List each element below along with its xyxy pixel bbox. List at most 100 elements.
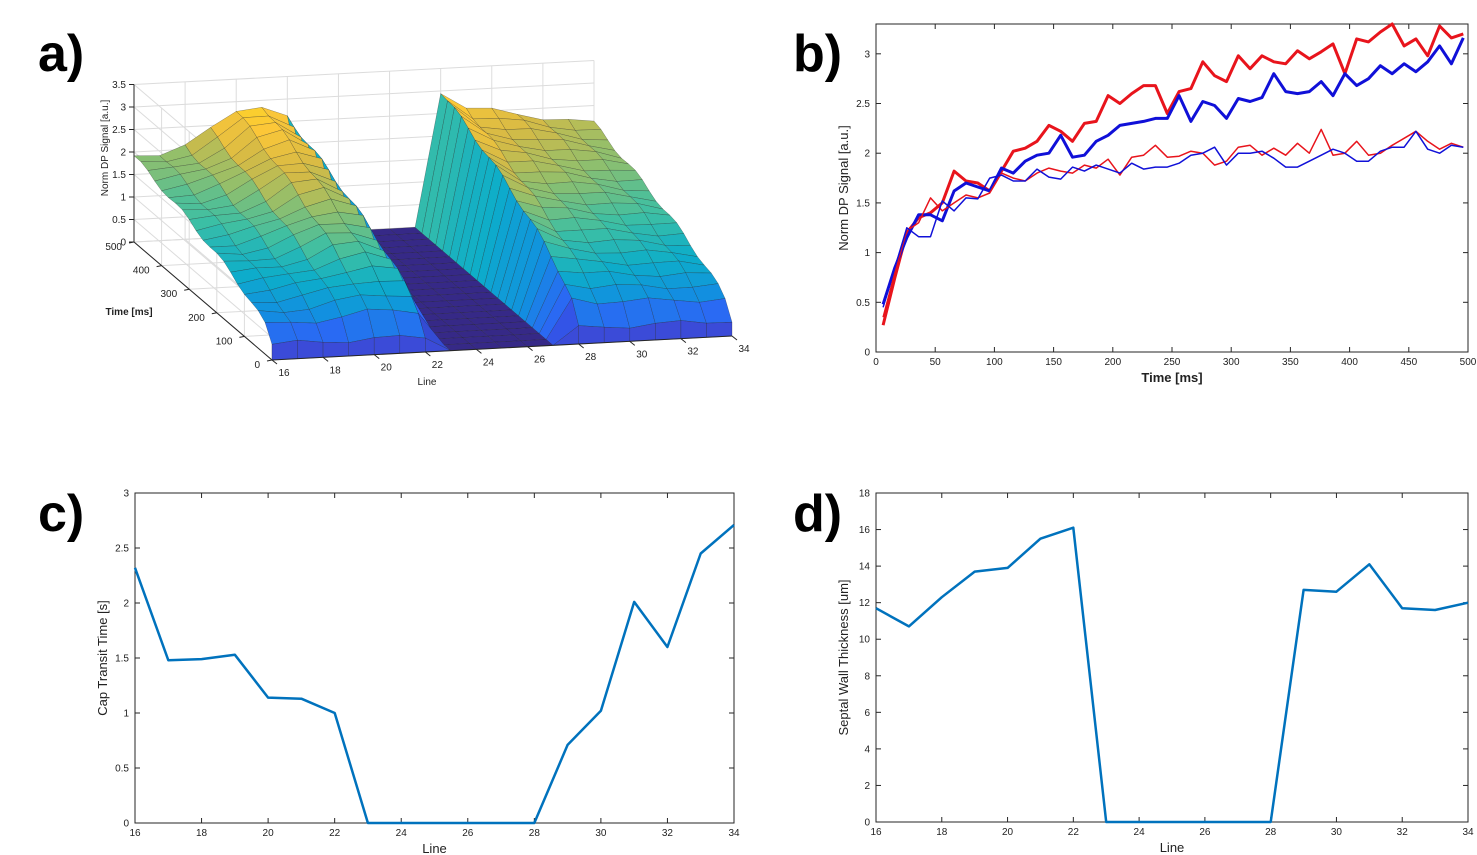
surface-front-face <box>578 325 605 345</box>
x-tick-label: 28 <box>585 352 597 363</box>
y-tick-label: 500 <box>105 242 122 253</box>
y-tick-mark <box>266 359 273 362</box>
x-axis-label: Time [ms] <box>1141 370 1202 385</box>
x-tick-label: 400 <box>1341 357 1358 368</box>
z-tick-label: 3 <box>120 103 126 114</box>
x-tick-label: 16 <box>129 828 141 839</box>
y-tick-mark <box>211 312 217 315</box>
panel-label-d: d) <box>793 485 843 543</box>
y-axis-label: Septal Wall Thickness [um] <box>836 579 851 735</box>
y-tick-label: 3 <box>864 49 870 60</box>
z-axis-label: Norm DP Signal [a.u.] <box>100 100 111 197</box>
x-tick-label: 30 <box>636 349 648 360</box>
y-axis-line <box>133 241 273 361</box>
x-tick-label: 20 <box>1002 827 1014 838</box>
x-tick-label: 20 <box>263 828 275 839</box>
x-tick-label: 250 <box>1164 357 1181 368</box>
series-line-blue-thick <box>881 37 1465 305</box>
y-tick-label: 1 <box>864 248 870 259</box>
x-tick-label: 20 <box>381 363 393 374</box>
x-tick-label: 200 <box>1104 357 1121 368</box>
x-tick-label: 28 <box>529 828 541 839</box>
series-line-blue-thin <box>882 130 1464 308</box>
y-tick-label: 0 <box>864 348 870 359</box>
x-tick-label: 22 <box>1068 827 1080 838</box>
surface-front-face <box>655 320 682 341</box>
x-axis-label: Line <box>422 841 447 855</box>
y-tick-mark <box>184 288 190 291</box>
y-tick-label: 16 <box>859 525 871 536</box>
y-tick-label: 2.5 <box>856 99 870 110</box>
x-tick-label: 24 <box>483 357 495 368</box>
x-tick-label: 22 <box>432 360 444 371</box>
y-tick-label: 0.5 <box>856 298 870 309</box>
x-axis-label: Line <box>1160 840 1185 855</box>
y-tick-label: 0.5 <box>115 764 129 775</box>
x-tick-label: 24 <box>396 828 408 839</box>
x-tick-mark <box>629 340 636 346</box>
surface-front-face <box>322 342 349 358</box>
y-tick-label: 18 <box>859 489 871 500</box>
surface-front-face <box>399 335 426 354</box>
x-tick-label: 26 <box>462 828 474 839</box>
x-tick-label: 500 <box>1460 357 1477 368</box>
surface-front-face <box>604 326 630 343</box>
panel-label-b: b) <box>793 25 843 83</box>
x-tick-label: 300 <box>1223 357 1240 368</box>
x-tick-label: 0 <box>873 357 879 368</box>
y-tick-label: 2.5 <box>115 544 129 555</box>
x-tick-label: 16 <box>278 368 290 379</box>
x-tick-mark <box>271 359 278 365</box>
series-line-red-thick <box>881 22 1464 326</box>
panel-label-c: c) <box>38 485 85 543</box>
left-wall-grid-line <box>133 219 273 338</box>
surface-front-face <box>297 339 324 359</box>
x-tick-label: 16 <box>870 827 882 838</box>
y-axis-label: Time [ms] <box>105 307 152 318</box>
x-tick-mark <box>476 348 482 354</box>
x-tick-label: 18 <box>196 828 208 839</box>
y-tick-label: 300 <box>161 289 178 300</box>
x-tick-label: 450 <box>1400 357 1417 368</box>
x-tick-label: 350 <box>1282 357 1299 368</box>
y-axis-label: Cap Transit Time [s] <box>95 600 110 716</box>
x-tick-label: 34 <box>1462 827 1474 838</box>
plot-frame <box>134 492 735 824</box>
x-tick-label: 30 <box>1331 827 1343 838</box>
x-tick-label: 32 <box>662 828 674 839</box>
x-tick-label: 26 <box>534 355 546 366</box>
x-tick-mark <box>578 343 584 349</box>
x-tick-mark <box>680 338 687 344</box>
y-tick-label: 0 <box>123 819 129 830</box>
x-tick-label: 34 <box>738 344 750 355</box>
x-tick-label: 22 <box>329 828 341 839</box>
panel-label-a: a) <box>38 25 85 83</box>
surface-front-face <box>680 320 707 339</box>
series-line-thickness <box>875 526 1469 824</box>
x-tick-label: 30 <box>595 828 607 839</box>
z-tick-label: 3.5 <box>112 80 126 91</box>
surface-front-face <box>706 321 733 338</box>
y-tick-label: 1 <box>123 709 129 720</box>
z-tick-label: 0 <box>120 238 126 249</box>
back-wall-grid-line <box>133 82 595 108</box>
y-tick-label: 3 <box>123 489 129 500</box>
x-tick-label: 18 <box>330 365 342 376</box>
y-tick-label: 200 <box>188 313 205 324</box>
series-line-red-thin <box>882 128 1464 318</box>
y-tick-mark <box>156 265 162 268</box>
chart-b-line: 0 50 100 150 200 250 300 350 400 450 500 0 0.5 1 1.5 2 2… <box>836 22 1477 385</box>
z-tick-label: 2.5 <box>112 125 126 136</box>
x-tick-label: 24 <box>1134 827 1146 838</box>
y-tick-label: 14 <box>859 562 871 573</box>
y-tick-label: 2 <box>123 599 129 610</box>
y-tick-label: 2 <box>864 149 870 160</box>
y-tick-label: 10 <box>859 635 871 646</box>
z-tick-label: 1 <box>120 193 126 204</box>
z-tick-label: 1.5 <box>112 170 126 181</box>
x-tick-mark <box>373 354 380 360</box>
x-tick-label: 28 <box>1265 827 1277 838</box>
y-tick-label: 400 <box>133 266 150 277</box>
x-tick-label: 26 <box>1199 827 1211 838</box>
